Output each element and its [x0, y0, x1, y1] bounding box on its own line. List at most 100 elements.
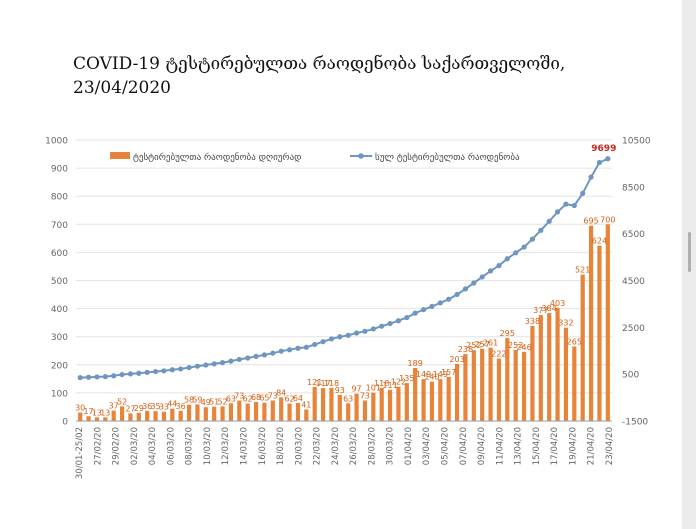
bar-data-label: 93 — [335, 386, 345, 395]
x-tick-label: 16/03/20 — [258, 427, 268, 465]
chart-title-line2: 23/04/2020 — [73, 78, 171, 98]
y-axis-left: 0 100 200 300 400 500 600 700 800 900 1000 — [45, 137, 68, 428]
daily-bar — [253, 401, 259, 421]
cumulative-point — [379, 323, 385, 329]
cumulative-point — [462, 286, 469, 292]
y-left-tick-label: 900 — [51, 165, 68, 175]
bar-data-label: 238 — [458, 345, 473, 354]
x-tick-label: 20/03/20 — [294, 427, 304, 465]
cumulative-point — [161, 368, 167, 374]
x-tick-label: 13/04/20 — [514, 427, 524, 465]
cumulative-point — [320, 339, 326, 345]
chart-title-line1: COVID-19 ტესტირებულთა რაოდენობა საქართვე… — [73, 54, 566, 74]
cumulative-point — [278, 348, 284, 354]
bar-data-label: 44 — [167, 400, 177, 409]
bar-data-label: 30 — [75, 404, 85, 413]
x-tick-label: 06/03/20 — [166, 427, 176, 465]
bar-data-label: 59 — [192, 395, 202, 404]
chart: 9699 30171313375227293635334436585949515… — [45, 137, 651, 480]
chart-title: COVID-19 ტესტირებულთა რაოდენობა საქართვე… — [73, 52, 633, 100]
daily-bar — [78, 412, 83, 421]
daily-bar — [145, 410, 150, 421]
cumulative-point — [94, 374, 100, 380]
bar-data-label: 13 — [100, 408, 110, 417]
x-tick-label: 17/04/20 — [550, 427, 560, 465]
daily-bar — [119, 406, 125, 421]
bar-data-label: 68 — [251, 393, 261, 402]
cumulative-point — [270, 350, 276, 356]
y-left-tick-label: 600 — [51, 249, 68, 259]
y-right-tick-label: 6500 — [622, 230, 645, 240]
y-left-tick-label: 500 — [51, 277, 68, 287]
daily-bar — [488, 347, 493, 421]
cumulative-point — [144, 369, 150, 375]
bar-data-label: 27 — [125, 404, 135, 413]
cumulative-point — [127, 371, 134, 377]
x-tick-label: 24/03/20 — [331, 427, 341, 465]
daily-bar — [413, 367, 418, 421]
bar-data-label: 332 — [558, 319, 573, 328]
y-axis-right: -1500 500 2500 4500 6500 8500 10500 — [622, 137, 651, 428]
x-tick-label: 11/04/20 — [495, 427, 505, 465]
cumulative-point — [295, 345, 301, 351]
cumulative-point — [554, 209, 561, 215]
daily-bar — [588, 225, 594, 421]
daily-bar — [295, 403, 301, 421]
bar-data-label: 521 — [575, 266, 590, 275]
y-left-tick-label: 400 — [51, 305, 68, 315]
daily-bar — [505, 338, 510, 421]
bar-data-label: 261 — [483, 339, 498, 348]
bar-data-label: 73 — [234, 391, 244, 400]
daily-bar — [186, 404, 192, 421]
bar-data-label: 384 — [542, 304, 557, 313]
daily-bar — [538, 315, 543, 421]
bar-data-label: 73 — [268, 391, 278, 400]
legend-bar-swatch — [110, 152, 130, 159]
daily-bar — [404, 383, 409, 421]
daily-bar — [279, 397, 284, 421]
y-left-tick-label: 200 — [51, 361, 68, 371]
bar-data-label: 203 — [449, 355, 464, 364]
cumulative-point — [580, 190, 586, 196]
cumulative-point — [370, 326, 376, 332]
bar-data-label: 338 — [525, 317, 540, 326]
bar-data-label: 149 — [433, 370, 448, 379]
x-tick-label: 01/04/20 — [404, 427, 414, 465]
cumulative-point — [521, 244, 527, 250]
cumulative-point — [446, 296, 452, 302]
y-left-tick-label: 800 — [51, 193, 68, 203]
bar-data-label: 122 — [391, 378, 406, 387]
daily-bar — [555, 307, 560, 421]
daily-bar — [547, 313, 552, 421]
bar-data-label: 265 — [567, 338, 582, 347]
bar-data-label: 17 — [83, 407, 93, 416]
y-right-tick-label: 2500 — [622, 324, 645, 334]
x-tick-label: 12/03/20 — [221, 427, 231, 465]
cumulative-point — [588, 174, 594, 180]
daily-bar — [153, 411, 158, 421]
daily-bar — [270, 400, 275, 421]
cumulative-point — [504, 256, 510, 262]
daily-bar — [304, 409, 309, 421]
daily-bar — [580, 274, 585, 421]
side-handle[interactable] — [688, 232, 691, 272]
y-right-tick-label: 500 — [622, 371, 639, 381]
y-right-tick-label: 8500 — [622, 183, 645, 193]
bar-data-label: 51 — [209, 398, 219, 407]
daily-bar — [337, 394, 342, 421]
legend-bar-label: ტესტირებულთა რაოდენობა დღიურად — [133, 152, 302, 163]
cumulative-point — [513, 250, 519, 256]
x-tick-label: 26/03/20 — [349, 427, 359, 465]
cumulative-point — [529, 236, 536, 242]
daily-bar — [463, 354, 468, 421]
daily-bar — [396, 386, 401, 421]
legend-line-marker — [358, 153, 364, 159]
x-tick-label: 15/04/20 — [532, 427, 542, 465]
daily-bar — [605, 224, 610, 421]
cumulative-point — [328, 336, 335, 342]
daily-bar — [563, 327, 569, 421]
cumulative-point — [412, 310, 418, 316]
bar-data-label: 63 — [226, 394, 236, 403]
daily-bar — [354, 393, 359, 421]
x-tick-label: 29/02/20 — [112, 427, 122, 465]
